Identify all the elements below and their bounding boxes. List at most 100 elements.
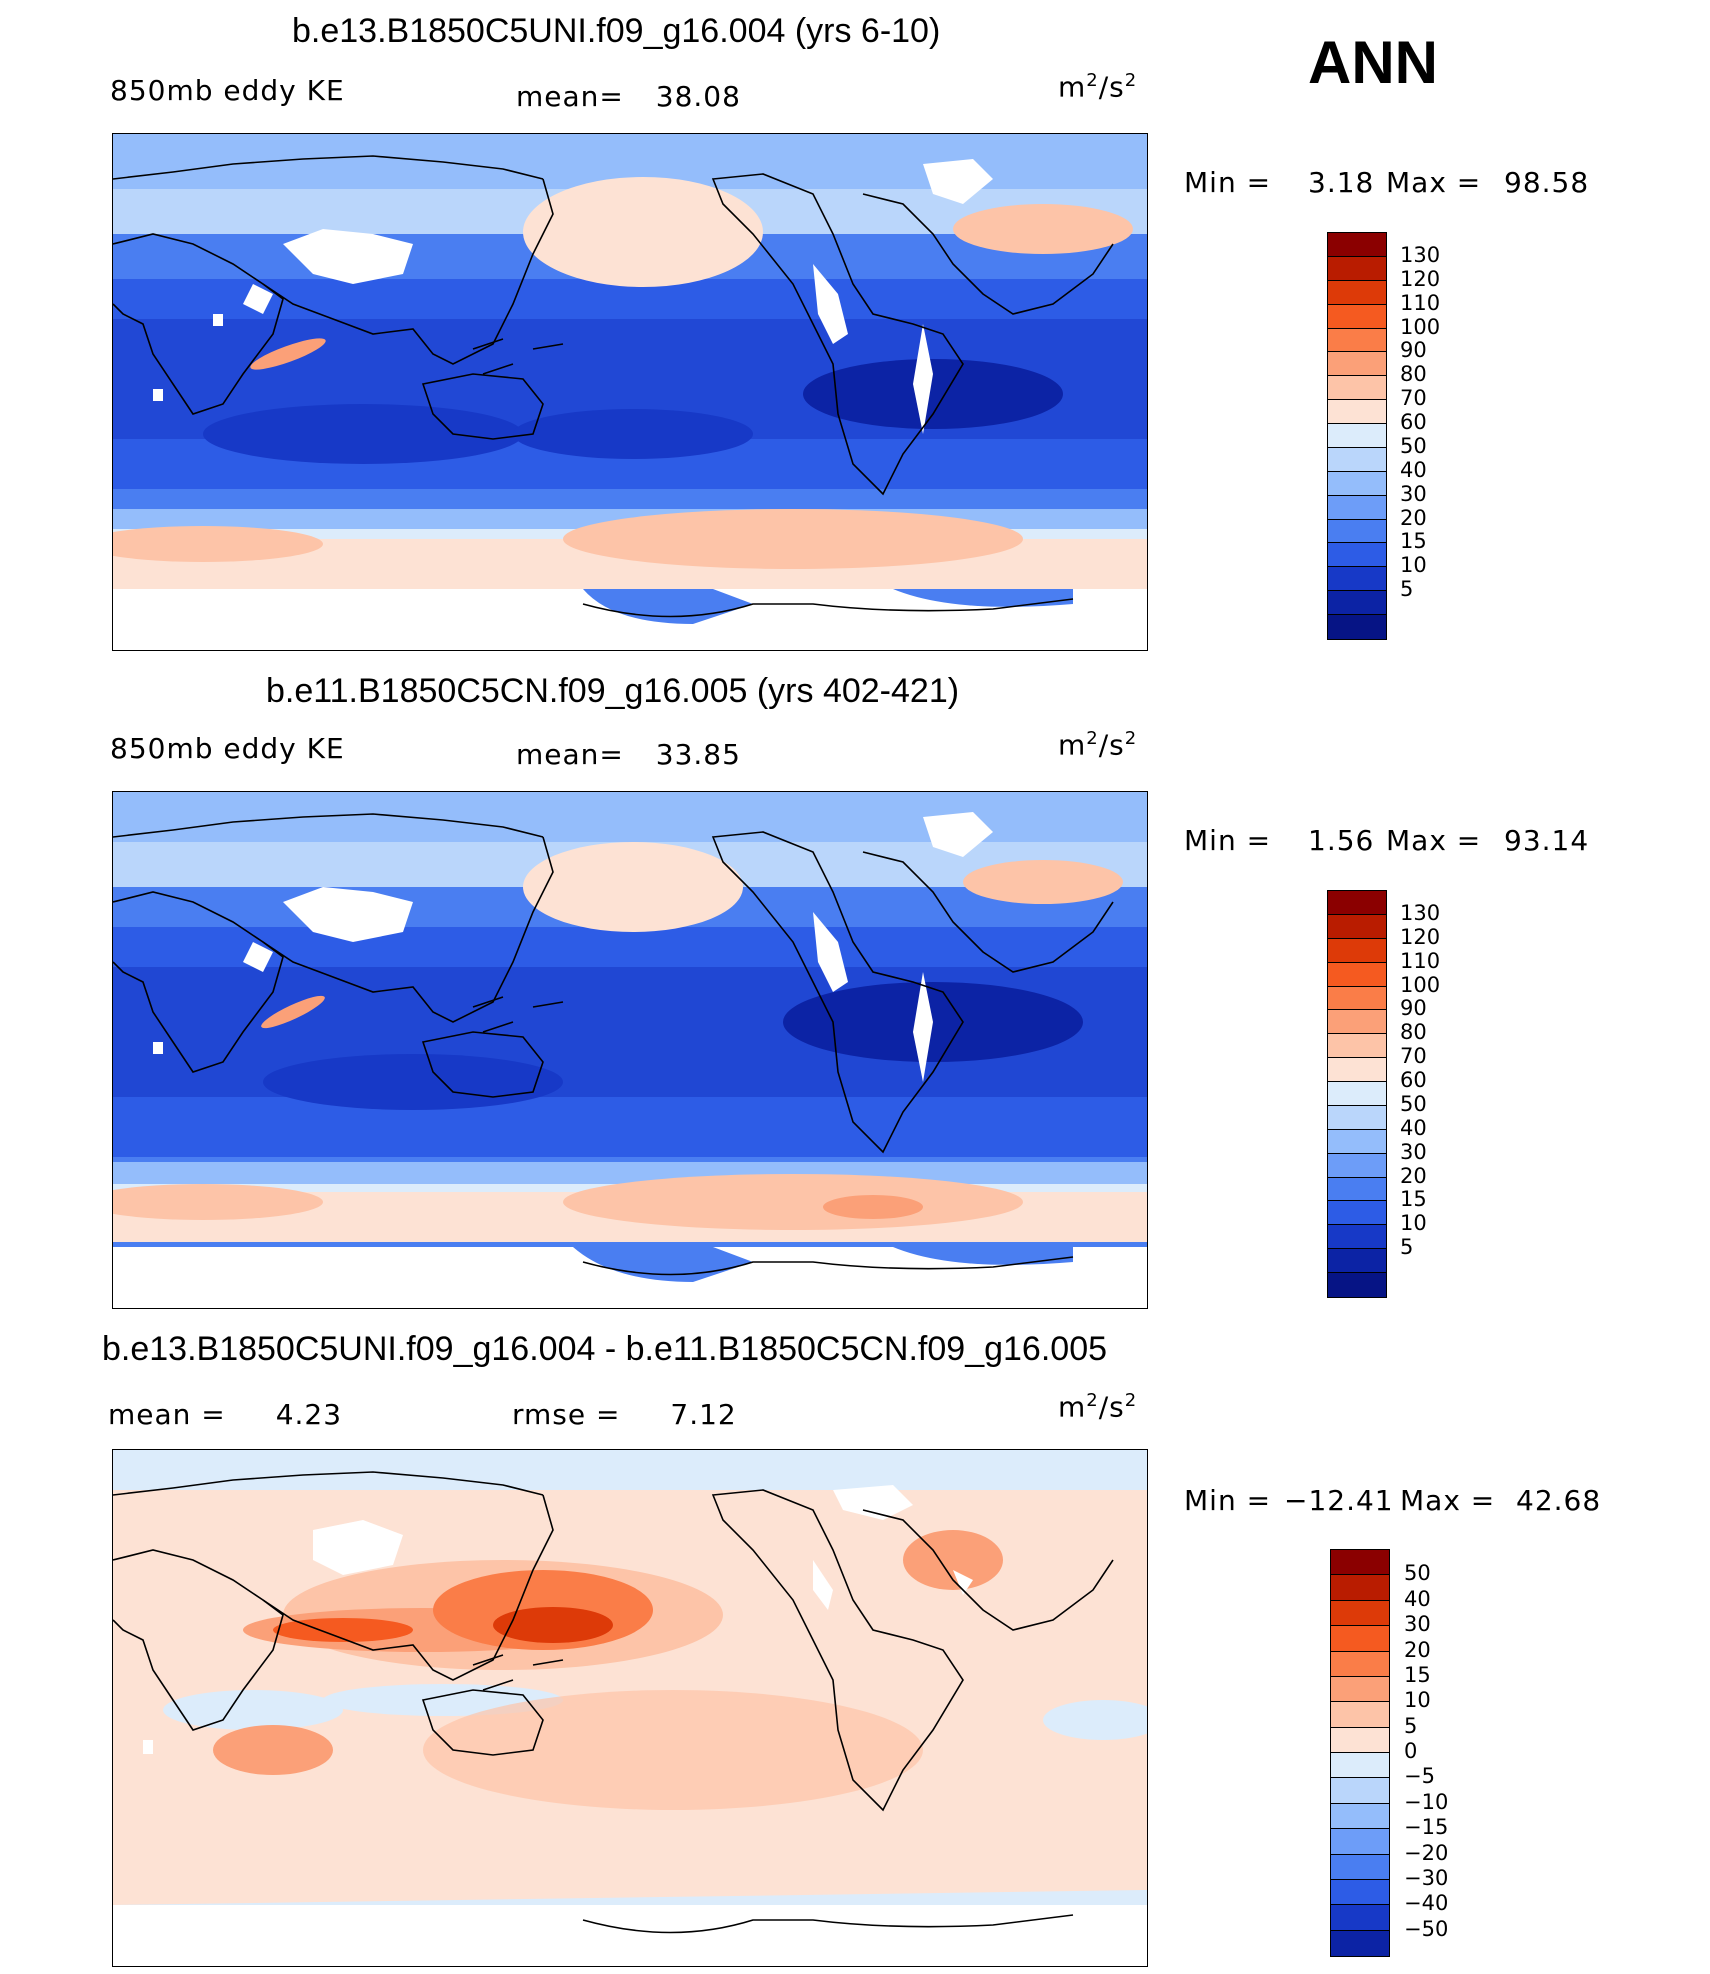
panel-3-map — [112, 1449, 1148, 1967]
colorbar-cell — [1331, 1879, 1389, 1906]
colorbar-cell — [1328, 447, 1386, 472]
colorbar-tick-label: 120 — [1400, 924, 1441, 949]
colorbar-tick-label: −10 — [1404, 1789, 1449, 1814]
colorbar-tick-label: −30 — [1404, 1865, 1449, 1890]
colorbar-tick-label: 50 — [1400, 1091, 1427, 1116]
colorbar-tick-label: 40 — [1400, 457, 1427, 482]
panel-1-colorbar-labels: 130 120 110 100 90 80 70 60 50 40 30 20 15 10 5 — [1400, 232, 1480, 638]
colorbar-tick-label: 10 — [1404, 1688, 1431, 1713]
colorbar-cell — [1328, 938, 1386, 963]
colorbar-cell — [1331, 1651, 1389, 1677]
colorbar-cell — [1331, 1930, 1389, 1956]
colorbar-tick-label: 130 — [1400, 900, 1441, 925]
colorbar-tick-label: −20 — [1404, 1840, 1449, 1865]
colorbar-cell — [1328, 1105, 1386, 1130]
panel-3-max-label: Max = — [1400, 1484, 1496, 1517]
colorbar-tick-label: 90 — [1400, 338, 1427, 363]
colorbar-cell — [1328, 1225, 1386, 1250]
colorbar-cell — [1331, 1600, 1389, 1627]
colorbar-cell — [1328, 543, 1386, 568]
colorbar-tick-label: 10 — [1400, 1211, 1427, 1236]
colorbar-cell — [1331, 1626, 1389, 1652]
colorbar-tick-label: 15 — [1400, 529, 1427, 554]
panel-3-mean: mean = 4.23 — [108, 1398, 342, 1431]
colorbar-tick-label: 70 — [1400, 386, 1427, 411]
colorbar-cell — [1331, 1778, 1389, 1804]
panel-3-max-value: 42.68 — [1516, 1484, 1602, 1517]
panel-2-max-value: 93.14 — [1504, 824, 1590, 857]
colorbar-tick-label: 130 — [1400, 242, 1441, 267]
colorbar-cell — [1328, 1201, 1386, 1226]
colorbar-cell — [1328, 1273, 1386, 1297]
colorbar-tick-label: 30 — [1400, 481, 1427, 506]
panel-1-map — [112, 133, 1148, 651]
colorbar-cell — [1331, 1854, 1389, 1880]
colorbar-cell — [1328, 256, 1386, 281]
panel-2-title: b.e11.B1850C5CN.f09_g16.005 (yrs 402-421… — [266, 672, 960, 710]
panel-3-rmse: rmse = 7.12 — [512, 1398, 737, 1431]
colorbar-cell — [1328, 1034, 1386, 1059]
panel-1-mean-value: 38.08 — [655, 80, 741, 113]
panel-1-mean: mean= 38.08 — [516, 80, 741, 113]
colorbar-tick-label: −5 — [1404, 1764, 1435, 1789]
colorbar-cell — [1328, 328, 1386, 353]
colorbar-cell — [1328, 495, 1386, 520]
panel-1-variable: 850mb eddy KE — [110, 74, 345, 107]
colorbar-tick-label: 15 — [1404, 1662, 1431, 1687]
colorbar-tick-label: −50 — [1404, 1916, 1449, 1941]
panel-3-min-label: Min = — [1184, 1484, 1272, 1517]
colorbar-cell — [1331, 1550, 1389, 1576]
panel-3-rmse-value: 7.12 — [670, 1398, 737, 1431]
colorbar-cell — [1331, 1829, 1389, 1855]
colorbar-cell — [1328, 376, 1386, 401]
panel-3-title: b.e13.B1850C5UNI.f09_g16.004 - b.e11.B18… — [102, 1330, 1108, 1368]
colorbar-cell — [1328, 400, 1386, 425]
panel-1-max-label: Max = — [1386, 166, 1482, 199]
colorbar-cell — [1328, 591, 1386, 616]
colorbar-cell — [1328, 962, 1386, 987]
colorbar-tick-label: 20 — [1404, 1637, 1431, 1662]
colorbar-cell — [1328, 233, 1386, 257]
colorbar-cell — [1328, 1153, 1386, 1178]
panel-3-min-value: −12.41 — [1284, 1484, 1394, 1517]
colorbar-cell — [1331, 1727, 1389, 1753]
colorbar-tick-label: 50 — [1400, 433, 1427, 458]
panel-2-mean-label: mean= — [516, 738, 624, 771]
colorbar-cell — [1331, 1702, 1389, 1728]
colorbar-cell — [1328, 1129, 1386, 1154]
colorbar-cell — [1328, 304, 1386, 329]
colorbar-cell — [1328, 1249, 1386, 1274]
colorbar-tick-label: 30 — [1400, 1139, 1427, 1164]
colorbar-cell — [1328, 1010, 1386, 1035]
panel-2-max-label: Max = — [1386, 824, 1482, 857]
panel-2-mean: mean= 33.85 — [516, 738, 741, 771]
panel-2-colorbar-labels: 130 120 110 100 90 80 70 60 50 40 30 20 15 10 5 — [1400, 890, 1480, 1296]
panel-3-rmse-label: rmse = — [512, 1398, 621, 1431]
panel-1-min-value: 3.18 — [1308, 166, 1375, 199]
colorbar-tick-label: 20 — [1400, 1163, 1427, 1188]
colorbar-cell — [1328, 986, 1386, 1011]
panel-2-units: m2/s2 — [1058, 728, 1138, 762]
panel-1-min-label: Min = — [1184, 166, 1272, 199]
colorbar-tick-label: 90 — [1400, 996, 1427, 1021]
colorbar-tick-label: 110 — [1400, 290, 1441, 315]
colorbar-cell — [1328, 1058, 1386, 1083]
panel-1-max-value: 98.58 — [1504, 166, 1590, 199]
colorbar-tick-label: 120 — [1400, 266, 1441, 291]
panel-2-variable: 850mb eddy KE — [110, 732, 345, 765]
panel-1-mean-label: mean= — [516, 80, 624, 113]
panel-2-map — [112, 791, 1148, 1309]
colorbar-tick-label: 80 — [1400, 362, 1427, 387]
panel-3-mean-label: mean = — [108, 1398, 226, 1431]
panel-1-units: m2/s2 — [1058, 70, 1138, 104]
colorbar-cell — [1331, 1676, 1389, 1703]
colorbar-cell — [1331, 1905, 1389, 1931]
colorbar-cell — [1331, 1753, 1389, 1779]
panel-1-title: b.e13.B1850C5UNI.f09_g16.004 (yrs 6-10) — [292, 12, 941, 50]
colorbar-tick-label: 100 — [1400, 972, 1441, 997]
colorbar-tick-label: 5 — [1404, 1713, 1418, 1738]
colorbar-tick-label: 70 — [1400, 1044, 1427, 1069]
colorbar-tick-label: 60 — [1400, 1068, 1427, 1093]
panel-2-min-value: 1.56 — [1308, 824, 1375, 857]
panel-3-colorbar — [1330, 1549, 1390, 1957]
